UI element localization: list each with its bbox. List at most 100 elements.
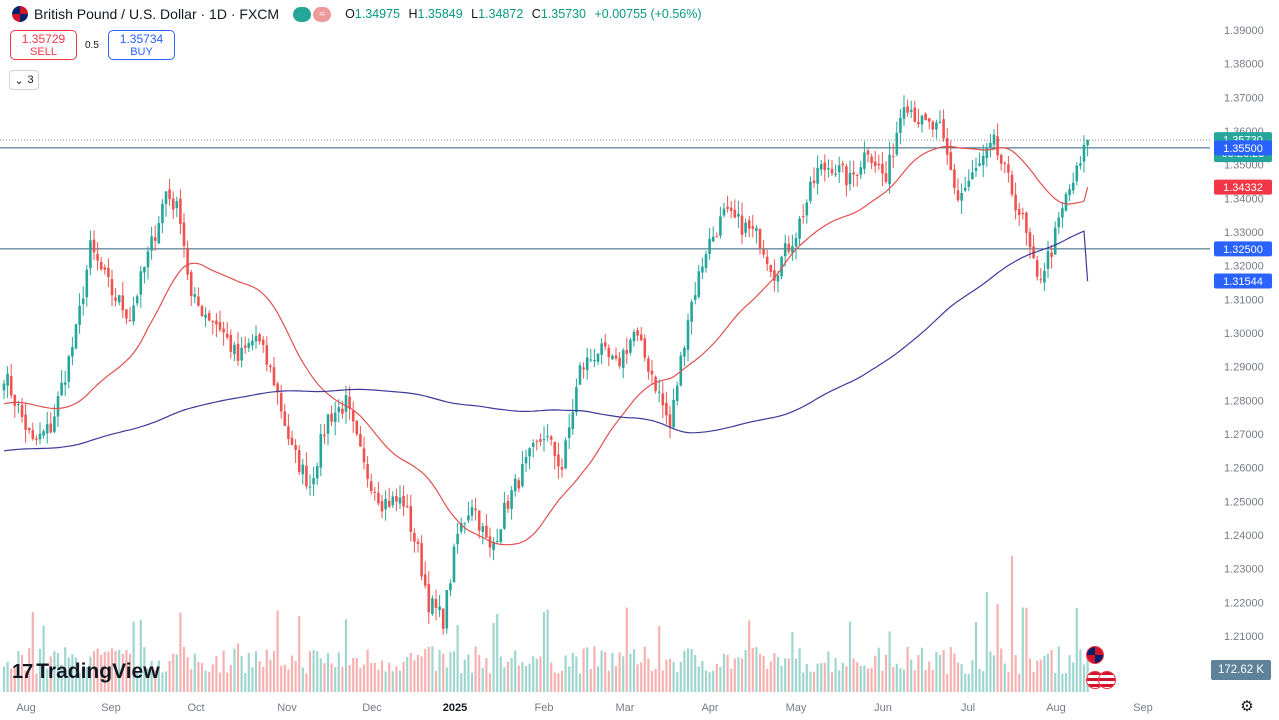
indicators-toggle[interactable]: ⌄ 3	[9, 70, 39, 90]
volume-bar	[816, 663, 819, 692]
volume-bar	[100, 654, 103, 692]
price-labels: 1.3573005:26:231.355001.343321.325001.31…	[1214, 132, 1272, 289]
candle-body	[132, 305, 135, 322]
candle-body	[981, 156, 985, 166]
volume-bar	[906, 646, 909, 692]
volume-bar	[438, 650, 441, 692]
y-tick-label: 1.39000	[1224, 25, 1264, 37]
volume-bar	[1007, 671, 1010, 692]
gb-event-flag-icon[interactable]	[1086, 646, 1104, 664]
volume-bar	[1028, 658, 1032, 692]
volume-bar	[726, 654, 729, 692]
volume-bar	[85, 666, 88, 692]
candle-body	[747, 220, 751, 229]
volume-bar	[888, 631, 891, 692]
volume-bar	[478, 654, 481, 692]
candle-body	[697, 271, 701, 297]
candle-body	[575, 387, 578, 413]
candle-body	[726, 206, 729, 209]
candle-body	[1064, 194, 1068, 211]
candle-body	[783, 243, 787, 257]
candle-body	[855, 175, 859, 177]
volume-bar	[172, 653, 175, 692]
volume-bar	[982, 671, 985, 692]
buy-button[interactable]: 1.35734 BUY	[108, 30, 175, 60]
candle-body	[683, 347, 686, 357]
volume-bar	[74, 657, 78, 692]
candle-body	[564, 440, 567, 469]
candle-body	[45, 424, 49, 434]
volume-bar	[686, 648, 690, 692]
candle-body	[445, 590, 449, 629]
volume-bar	[82, 667, 85, 692]
volume-bar	[276, 610, 279, 692]
volume-bar	[312, 650, 315, 692]
volume-bar	[481, 667, 484, 692]
volume-bar	[564, 655, 567, 692]
candle-body	[344, 395, 348, 412]
volume-bar	[899, 668, 902, 692]
candle-body	[168, 189, 171, 200]
candle-body	[1043, 270, 1046, 283]
volume-bar	[571, 652, 574, 692]
candle-body	[276, 383, 279, 393]
candle-body	[485, 525, 488, 538]
candle-body	[452, 546, 456, 583]
volume-bar	[330, 663, 333, 692]
candle-body	[150, 236, 153, 251]
candle-body	[953, 169, 956, 188]
candle-body	[420, 543, 423, 577]
volume-bar	[838, 670, 841, 692]
candle-body	[247, 343, 251, 348]
candle-body	[333, 412, 337, 423]
candle-body	[27, 427, 31, 431]
volume-bar	[690, 649, 693, 692]
high-value: 1.35849	[417, 7, 463, 21]
candle-body	[402, 496, 405, 507]
volume-bar	[920, 647, 924, 692]
volume-bar	[467, 654, 470, 692]
y-tick-label: 1.21000	[1224, 631, 1264, 643]
volume-bar	[658, 626, 661, 692]
y-tick-label: 1.35000	[1224, 160, 1264, 172]
volume-bar	[470, 672, 474, 692]
volume-bar	[1075, 608, 1078, 692]
candle-body	[53, 416, 56, 432]
volume-bar	[373, 662, 376, 692]
us-event-flag-icon-2[interactable]	[1098, 671, 1116, 689]
volume-bar	[550, 662, 553, 692]
volume-bar	[607, 670, 610, 692]
volume-bar	[154, 670, 157, 692]
volume-bar	[359, 668, 362, 692]
candle-body	[175, 201, 179, 208]
sell-button[interactable]: 1.35729 SELL	[10, 30, 77, 60]
candle-body	[506, 501, 510, 509]
volume-bar	[856, 662, 859, 692]
volume-bar	[913, 670, 916, 692]
candle-body	[477, 510, 481, 531]
tradingview-logo[interactable]: 17 TradingView	[12, 660, 160, 684]
volume-bar	[334, 667, 337, 692]
volume-bar	[924, 669, 927, 692]
candle-body	[63, 382, 67, 385]
candle-body	[117, 295, 121, 303]
candle-body	[17, 404, 20, 406]
volume-bar	[420, 656, 423, 692]
candle-body	[704, 254, 708, 268]
candle-body	[769, 265, 773, 272]
status-pills: ≈	[293, 6, 333, 22]
gear-icon[interactable]: ⚙	[1240, 698, 1254, 715]
candle-body	[852, 172, 855, 175]
volume-bar	[625, 607, 628, 692]
volume-bar	[1072, 662, 1075, 692]
candle-body	[6, 373, 9, 386]
moving-averages	[3, 145, 1089, 546]
candle-body	[787, 243, 791, 252]
symbol-title[interactable]: British Pound / U.S. Dollar · 1D · FXCM	[34, 6, 280, 22]
candle-body	[312, 478, 315, 485]
volume-bar	[773, 653, 776, 692]
candle-body	[1050, 252, 1053, 257]
candle-body	[74, 324, 78, 349]
candle-body	[438, 606, 441, 611]
